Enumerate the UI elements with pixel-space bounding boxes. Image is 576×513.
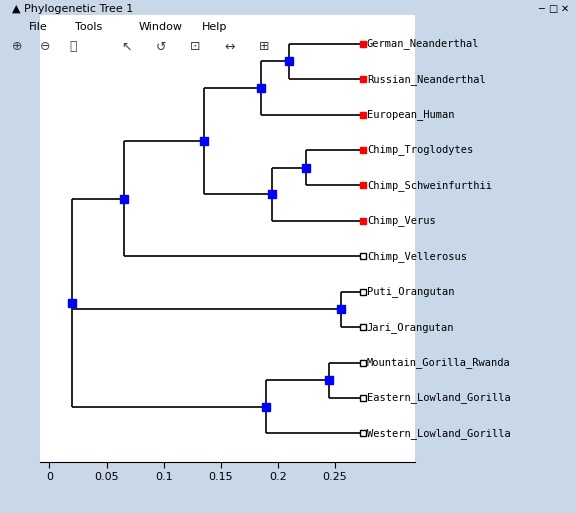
Text: Chimp_Troglodytes: Chimp_Troglodytes	[367, 145, 473, 155]
Text: European_Human: European_Human	[367, 109, 454, 120]
Text: ✋: ✋	[69, 41, 77, 53]
Text: Russian_Neanderthal: Russian_Neanderthal	[367, 74, 486, 85]
Text: ▲ Phylogenetic Tree 1: ▲ Phylogenetic Tree 1	[12, 4, 133, 14]
Text: German_Neanderthal: German_Neanderthal	[367, 38, 479, 49]
Text: Western_Lowland_Gorilla: Western_Lowland_Gorilla	[367, 428, 510, 439]
Text: ⊖: ⊖	[40, 41, 51, 53]
Text: Help: Help	[202, 22, 227, 32]
Text: □: □	[548, 4, 558, 14]
Text: ⊞: ⊞	[259, 41, 270, 53]
Text: Eastern_Lowland_Gorilla: Eastern_Lowland_Gorilla	[367, 392, 510, 403]
Text: Jari_Orangutan: Jari_Orangutan	[367, 322, 454, 332]
Text: Window: Window	[138, 22, 182, 32]
Text: ↺: ↺	[156, 41, 166, 53]
Text: ⊡: ⊡	[190, 41, 200, 53]
Text: File: File	[29, 22, 48, 32]
Text: ↔: ↔	[225, 41, 235, 53]
Text: ✕: ✕	[560, 4, 569, 14]
Text: ↖: ↖	[121, 41, 131, 53]
Text: Mountain_Gorilla_Rwanda: Mountain_Gorilla_Rwanda	[367, 357, 510, 368]
Text: Chimp_Vellerosus: Chimp_Vellerosus	[367, 251, 467, 262]
Text: Chimp_Schweinfurthii: Chimp_Schweinfurthii	[367, 180, 492, 191]
Text: Chimp_Verus: Chimp_Verus	[367, 215, 435, 226]
Text: ⊕: ⊕	[12, 41, 22, 53]
Text: Tools: Tools	[75, 22, 102, 32]
Text: Puti_Orangutan: Puti_Orangutan	[367, 286, 454, 297]
Text: ─: ─	[539, 4, 544, 14]
